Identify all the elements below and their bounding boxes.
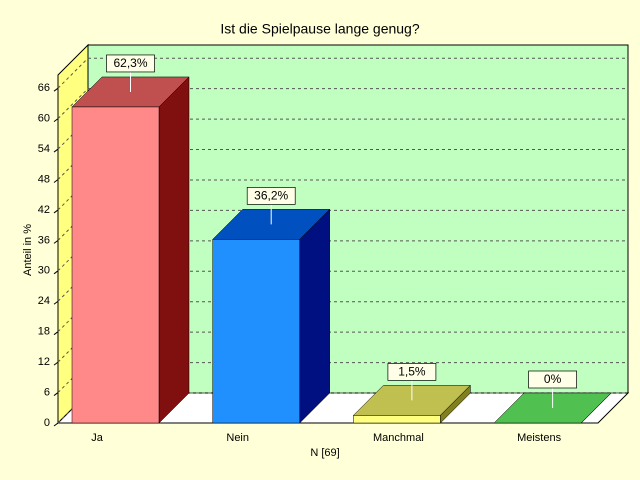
tick-mark: [53, 300, 59, 305]
tick-mark: [53, 118, 59, 123]
grid-line: [57, 88, 89, 119]
value-label-box: [246, 187, 296, 205]
chart-title: Ist die Spielpause lange genug?: [220, 21, 419, 37]
y-axis-label: Anteil in %: [22, 224, 34, 276]
value-label-box: [528, 370, 577, 389]
x-tick-label: Nein: [226, 432, 249, 444]
value-label: 1,5%: [398, 365, 426, 379]
bar-side: [158, 76, 190, 424]
y-tick-label: 0: [44, 417, 50, 429]
y-tick-label: 48: [38, 173, 50, 185]
tick-mark: [53, 148, 59, 153]
tick-mark: [53, 331, 59, 336]
y-tick-label: 36: [38, 234, 50, 246]
tick-mark: [53, 361, 59, 366]
bar: [353, 415, 441, 424]
grid-line: [57, 270, 89, 302]
x-axis-label: N [69]: [310, 447, 339, 459]
y-tick-label: 60: [38, 113, 50, 125]
bar-side: [580, 392, 612, 424]
grid-line: [57, 331, 89, 363]
grid-line: [57, 210, 89, 241]
y-tick-label: 54: [38, 143, 50, 155]
y-tick-label: 30: [38, 265, 50, 277]
grid-line: [57, 240, 89, 272]
grid-line: [57, 362, 89, 393]
y-tick-label: 18: [38, 326, 50, 338]
x-tick-label: Meistens: [517, 432, 562, 444]
value-label: 62,3%: [113, 56, 147, 70]
grid-line: [57, 301, 89, 333]
tick-mark: [53, 209, 59, 214]
value-label-box: [106, 54, 155, 73]
y-tick-label: 12: [38, 356, 50, 368]
tick-mark: [53, 87, 59, 92]
value-label: 0%: [544, 372, 562, 386]
grid-line: [57, 392, 89, 424]
x-tick-label: Ja: [91, 432, 104, 444]
y-tick-label: 6: [44, 386, 50, 398]
y-tick-label: 42: [38, 204, 50, 216]
tick-mark: [53, 239, 59, 244]
tick-mark: [53, 422, 59, 427]
bar: [212, 239, 300, 424]
grid-line: [57, 57, 89, 89]
x-tick-label: Manchmal: [373, 432, 424, 444]
grid-line: [57, 179, 89, 211]
value-label: 36,2%: [254, 189, 288, 203]
bar-side: [299, 208, 330, 424]
grid-line: [57, 149, 89, 180]
tick-mark: [53, 270, 59, 275]
grid-line: [57, 118, 89, 150]
y-tick-label: 24: [38, 295, 50, 307]
tick-mark: [53, 179, 59, 183]
value-label-box: [387, 363, 437, 381]
y-tick-label: 66: [38, 82, 50, 94]
bar: [71, 106, 160, 424]
tick-mark: [53, 392, 59, 396]
